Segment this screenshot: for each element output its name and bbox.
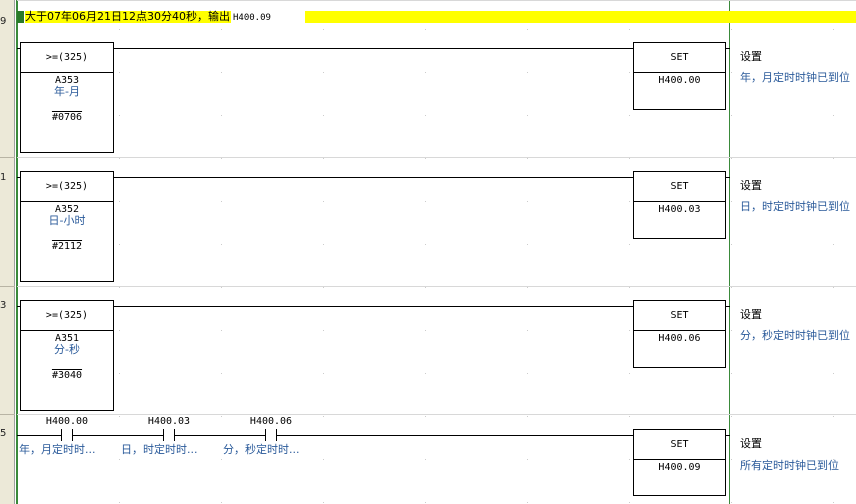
instr-name: SET: [634, 172, 725, 202]
contact-no[interactable]: [265, 429, 277, 441]
operand2: #3040: [51, 370, 83, 381]
output-comment-title: 设置: [740, 179, 762, 192]
instr-name: >=(325): [21, 43, 113, 73]
rung-comment[interactable]: 大于07年06月21日12点30分40秒，输出 H400.09: [17, 11, 856, 24]
contact-no[interactable]: [163, 429, 175, 441]
compare-instruction[interactable]: >=(325) A352 日-小时 #2112: [20, 171, 114, 282]
instr-name: SET: [634, 43, 725, 73]
operand2: #0706: [51, 112, 83, 123]
instr-operand: H400.09: [658, 462, 701, 473]
compare-instruction[interactable]: >=(325) A353 年-月 #0706: [20, 42, 114, 153]
instr-name: >=(325): [21, 301, 113, 331]
contact-no[interactable]: [61, 429, 73, 441]
comment-marker: [17, 11, 24, 23]
instr-operand: H400.03: [658, 204, 701, 215]
rung-number-gutter: 9 1 3 5: [0, 0, 15, 504]
instr-operand: H400.00: [658, 75, 701, 86]
contact-comment: 日，时定时时...: [121, 443, 198, 456]
comment-address: H400.09: [233, 13, 271, 23]
left-power-rail: [16, 0, 18, 504]
compare-instruction[interactable]: >=(325) A351 分-秒 #3040: [20, 300, 114, 411]
output-comment-title: 设置: [740, 437, 762, 450]
contact-address: H400.00: [45, 416, 89, 427]
instr-name: SET: [634, 301, 725, 331]
rung-number: 5: [0, 428, 7, 439]
instr-name: SET: [634, 430, 725, 460]
output-comment-title: 设置: [740, 308, 762, 321]
right-power-rail: [729, 0, 730, 504]
comment-text: 大于07年06月21日12点30分40秒，输出: [25, 10, 231, 23]
output-comment-title: 设置: [740, 50, 762, 63]
rung-number: 3: [0, 300, 7, 311]
set-instruction[interactable]: SET H400.00: [633, 42, 726, 110]
contact-comment: 年，月定时时...: [19, 443, 96, 456]
output-comment: 分，秒定时时钟已到位: [740, 329, 850, 342]
set-instruction[interactable]: SET H400.06: [633, 300, 726, 368]
contact-address: H400.06: [249, 416, 293, 427]
output-comment: 日，时定时时钟已到位: [740, 200, 850, 213]
rung-number: 9: [0, 16, 7, 27]
operand1: A353: [54, 75, 80, 86]
contact-address: H400.03: [147, 416, 191, 427]
operand1-comment: 分-秒: [54, 343, 80, 356]
contact-comment: 分，秒定时时...: [223, 443, 300, 456]
operand1: A351: [54, 333, 80, 344]
instr-name: >=(325): [21, 172, 113, 202]
operand1: A352: [54, 204, 80, 215]
output-comment: 年，月定时时钟已到位: [740, 71, 850, 84]
set-instruction[interactable]: SET H400.09: [633, 429, 726, 496]
output-comment: 所有定时时钟已到位: [740, 459, 839, 472]
operand1-comment: 日-小时: [48, 214, 86, 227]
set-instruction[interactable]: SET H400.03: [633, 171, 726, 239]
rung-number: 1: [0, 172, 7, 183]
operand1-comment: 年-月: [54, 85, 80, 98]
operand2: #2112: [51, 241, 83, 252]
instr-operand: H400.06: [658, 333, 701, 344]
